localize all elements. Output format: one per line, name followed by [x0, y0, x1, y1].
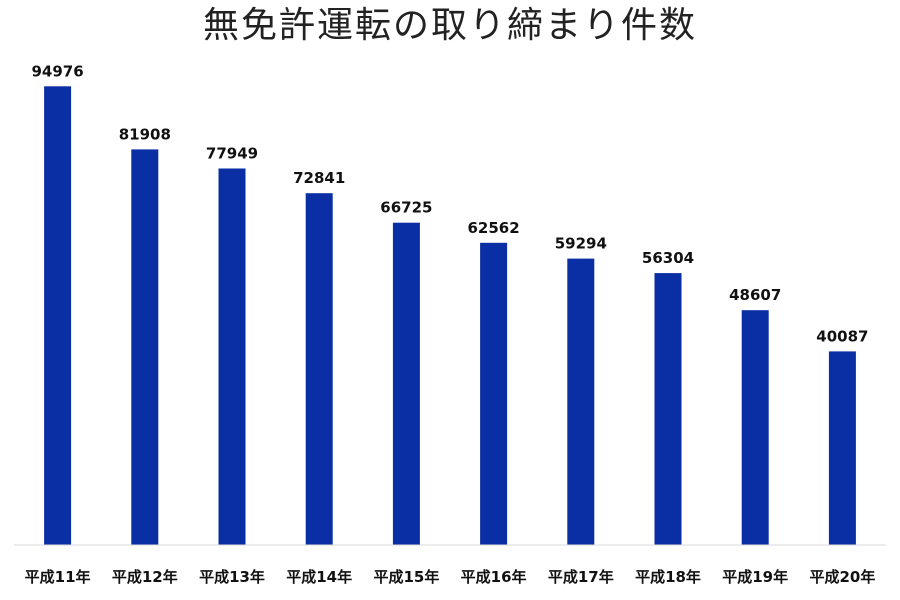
bar-4 — [305, 193, 333, 545]
bar-9 — [741, 310, 769, 545]
x-tick-label-3: 平成13年 — [199, 568, 265, 586]
x-tick-label-4: 平成14年 — [286, 568, 352, 586]
data-label-4: 72841 — [293, 169, 345, 187]
x-tick-label-6: 平成16年 — [461, 568, 527, 586]
chart-title: 無免許運転の取り締まり件数 — [202, 5, 697, 46]
bar-10 — [828, 351, 856, 545]
x-tick-labels-group: 平成11年 平成12年 平成13年 平成14年 平成15年 平成16年 平成17年 平成18年… — [25, 568, 876, 586]
bar-8 — [654, 273, 682, 545]
bar-6 — [480, 242, 508, 546]
bar-7 — [567, 258, 595, 545]
x-tick-label-5: 平成15年 — [373, 568, 439, 586]
data-label-1: 94976 — [32, 62, 84, 80]
bar-5 — [392, 222, 420, 545]
data-labels-group: 94976 81908 77949 72841 66725 62562 59294 56304… — [32, 62, 869, 345]
x-tick-label-1: 平成11年 — [25, 568, 91, 586]
x-tick-label-10: 平成20年 — [809, 568, 875, 586]
bar-3 — [218, 168, 246, 545]
x-tick-label-7: 平成17年 — [548, 568, 614, 586]
bar-2 — [131, 149, 159, 545]
bars-group — [44, 86, 856, 546]
x-tick-label-2: 平成12年 — [112, 568, 178, 586]
data-label-9: 48607 — [729, 286, 781, 304]
data-label-8: 56304 — [642, 249, 694, 267]
data-label-7: 59294 — [555, 235, 607, 253]
bar-1 — [44, 86, 72, 546]
x-tick-label-8: 平成18年 — [635, 568, 701, 586]
data-label-5: 66725 — [380, 199, 432, 217]
x-tick-label-9: 平成19年 — [722, 568, 788, 586]
data-label-2: 81908 — [119, 125, 171, 143]
data-label-3: 77949 — [206, 145, 258, 163]
data-label-6: 62562 — [468, 219, 520, 237]
data-label-10: 40087 — [816, 327, 868, 345]
